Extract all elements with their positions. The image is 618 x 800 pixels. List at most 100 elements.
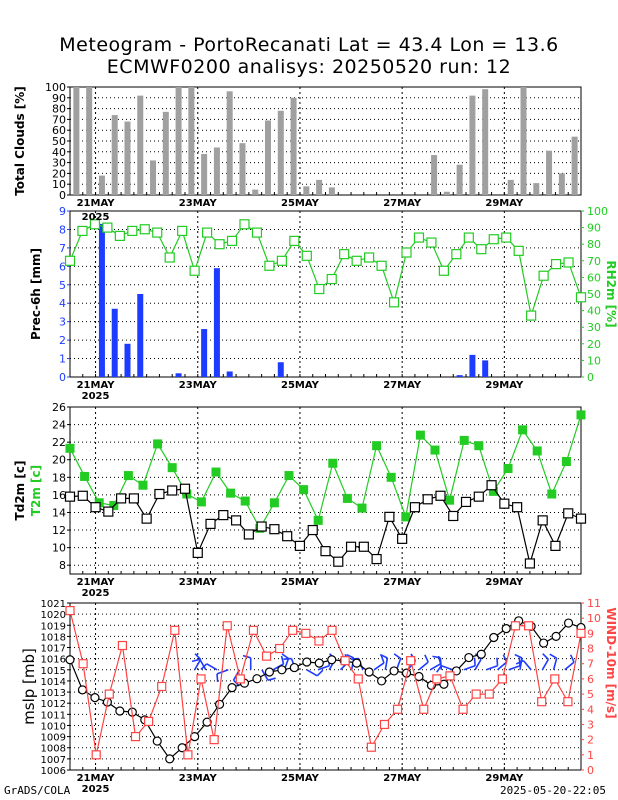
wind-barb-flag [346,653,355,659]
cloud-bar [111,115,118,195]
mslp-point [389,666,399,676]
td2m-point [435,490,446,501]
cloud-bar [443,191,450,195]
td2m-point [563,508,574,519]
td2m-point [64,491,76,502]
cloud-bar [98,175,105,195]
td2m-point [269,524,280,535]
mslp-ytick: 1019 [41,621,66,632]
wind-barb [199,659,207,671]
mslp-point [464,652,474,663]
mslp-point [376,676,387,686]
rh-point [127,225,138,237]
wind-barb-flag [549,653,558,659]
rh-point [276,255,287,266]
precip-ytick: 6 [59,260,66,273]
cloud-bar [162,111,169,195]
wind-barb [429,663,441,671]
clouds-xlabel: 21MAY [77,198,116,209]
t2m-point [415,430,425,440]
cloud-bar [137,95,144,195]
cloud-bar [73,87,80,195]
mslp-xlabel: 25MAY [281,773,320,784]
td2m-point [499,498,510,509]
clouds-ytick: 90 [52,92,66,105]
wind-speed-point [65,605,75,616]
cloud-bar [188,87,195,195]
rh-point [438,265,450,276]
td2m-point [77,490,88,501]
td2m-point [397,533,408,544]
cloud-bar [290,97,297,195]
cloud-bar [482,89,489,195]
td2m-point [409,502,421,513]
wind-speed-point [497,674,507,684]
wind-barb-flag [432,655,441,659]
rh-point [264,260,275,271]
rh-point [214,239,225,250]
t2m-point [80,471,90,481]
temp-ytick: 18 [52,471,66,484]
mslp-ytick: 1010 [41,721,66,732]
mslp-point [489,632,499,643]
wind-ytick: 4 [587,703,594,716]
precip-bar [111,308,118,377]
t2m-point [342,493,352,503]
wind-barb [272,663,284,671]
precip-bar [482,360,489,377]
wind-speed-point [379,719,390,730]
mslp-point [115,706,125,716]
rh-point [476,244,487,255]
rh-ytick: 50 [587,288,601,301]
rh-point [513,245,524,256]
mslp-point [227,683,237,693]
rh-point [388,297,400,308]
rh-point [289,235,300,246]
wind-barb [441,664,453,671]
td2m-point [282,531,293,542]
mslp-point [501,624,511,634]
wind-ytick: 6 [587,673,594,686]
precip-xlabel: 23MAY [179,380,218,391]
wind-speed-line [69,610,582,755]
mslp-point [177,743,187,753]
wind-speed-point [261,651,272,661]
wind-speed-point [235,674,245,684]
mslp-point [165,754,175,764]
mslp-year-label: 2025 [82,784,110,795]
mslp-point [302,657,312,667]
td2m-point [192,547,203,559]
cloud-bar [558,173,565,195]
wind-barb [306,669,318,677]
t2m-point [386,472,396,482]
precip-ytick: 2 [59,334,66,347]
rh-point [77,225,88,237]
rh-point [538,270,549,281]
clouds-ytick: 60 [52,124,66,137]
wind-barb [519,657,523,670]
mslp-point [65,655,75,665]
rh-point [376,260,387,271]
t2m-point [328,458,338,468]
wind-speed-point [170,625,180,635]
cloud-bar [277,110,284,195]
wind-barb-flag [280,655,285,665]
wind-barb-flag [216,673,219,682]
cloud-bar [201,153,208,195]
rh-point [463,232,474,243]
wind-speed-point [157,681,167,692]
td2m-point [90,502,101,513]
clouds-ytick: 10 [52,178,66,191]
rh-ytick: 90 [587,222,601,235]
wind-speed-point [183,750,193,760]
wind-ytick: 8 [587,643,594,656]
mslp-ytick: 1014 [41,677,66,688]
mslp-ytick: 1016 [41,655,66,666]
clouds-xlabel: 29MAY [485,198,524,209]
t2m-point [547,489,557,499]
rh-point [226,235,238,246]
temp-xlabel: 27MAY [383,577,422,588]
mslp-ytick: 1018 [41,632,66,643]
wind-barb [373,662,385,671]
wind-barb-flag [473,657,476,666]
